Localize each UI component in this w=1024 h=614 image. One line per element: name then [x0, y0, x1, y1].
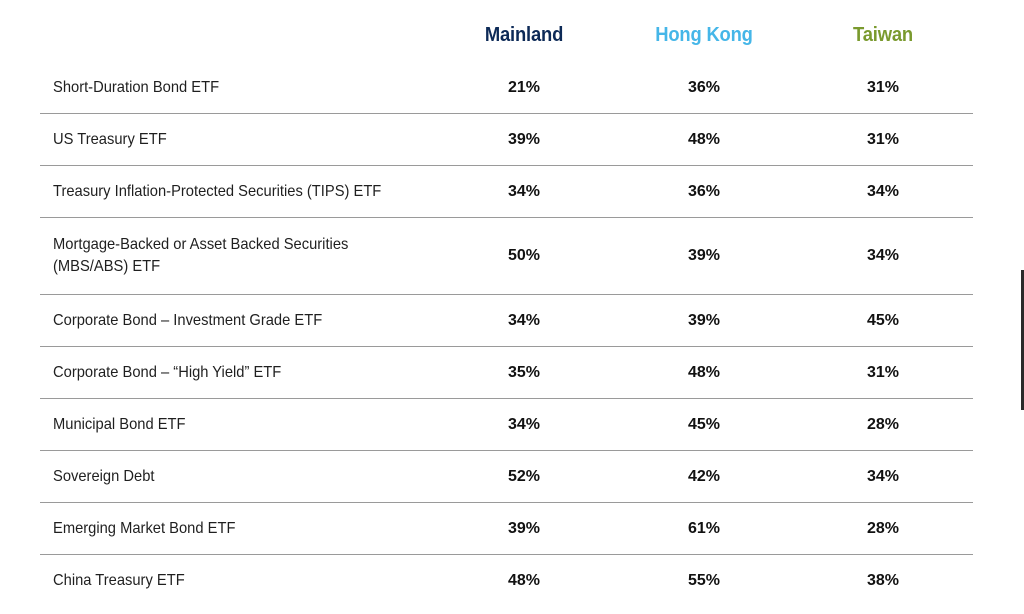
survey-table: Short-Duration Bond ETF 21% 36% 31% US Treas…	[40, 62, 973, 606]
value-cell: 39%	[507, 519, 541, 537]
row-label: Mortgage-Backed or Asset Backed Securiti…	[53, 236, 349, 275]
value-cell: 38%	[866, 571, 900, 589]
value-cell: 34%	[866, 467, 900, 485]
value-cell: 34%	[866, 182, 900, 200]
value-cell: 28%	[866, 519, 900, 537]
value-cell: 61%	[687, 519, 721, 537]
row-label: Corporate Bond – “High Yield” ETF	[53, 363, 282, 381]
value-cell: 45%	[687, 415, 721, 433]
table-row: Short-Duration Bond ETF 21% 36% 31%	[40, 62, 973, 114]
table-row: Sovereign Debt 52% 42% 34%	[40, 451, 973, 503]
column-header-hong-kong: Hong Kong	[655, 24, 753, 46]
row-label: US Treasury ETF	[53, 130, 167, 148]
row-label: Emerging Market Bond ETF	[53, 519, 236, 537]
value-cell: 36%	[687, 182, 721, 200]
value-cell: 34%	[507, 182, 541, 200]
value-cell: 28%	[866, 415, 900, 433]
table-row: Corporate Bond – “High Yield” ETF 35% 48% 3…	[40, 347, 973, 399]
value-cell: 52%	[507, 467, 541, 485]
value-cell: 34%	[507, 415, 541, 433]
value-cell: 48%	[507, 571, 541, 589]
value-cell: 39%	[687, 247, 721, 264]
row-label: Short-Duration Bond ETF	[53, 78, 220, 96]
row-label: Municipal Bond ETF	[53, 415, 186, 433]
value-cell: 36%	[687, 78, 721, 96]
row-label: Sovereign Debt	[53, 467, 155, 485]
value-cell: 31%	[866, 363, 900, 381]
value-cell: 45%	[866, 311, 900, 329]
value-cell: 55%	[687, 571, 721, 589]
column-header-mainland: Mainland	[484, 24, 564, 46]
value-cell: 31%	[866, 130, 900, 148]
value-cell: 35%	[507, 363, 541, 381]
value-cell: 31%	[866, 78, 900, 96]
table-row: China Treasury ETF 48% 55% 38%	[40, 555, 973, 606]
table-row: Municipal Bond ETF 34% 45% 28%	[40, 399, 973, 451]
value-cell: 50%	[507, 247, 541, 264]
value-cell: 34%	[507, 311, 541, 329]
value-cell: 42%	[687, 467, 721, 485]
value-cell: 48%	[687, 363, 721, 381]
table-row: US Treasury ETF 39% 48% 31%	[40, 114, 973, 166]
value-cell: 21%	[507, 78, 541, 96]
column-header-taiwan: Taiwan	[853, 24, 913, 46]
table-row: Mortgage-Backed or Asset Backed Securiti…	[40, 218, 973, 295]
table-row: Treasury Inflation-Protected Securities …	[40, 166, 973, 218]
page-edge-mark	[1021, 270, 1024, 410]
row-label: China Treasury ETF	[53, 571, 185, 589]
value-cell: 39%	[507, 130, 541, 148]
value-cell: 34%	[866, 247, 900, 264]
value-cell: 39%	[687, 311, 721, 329]
table-row: Emerging Market Bond ETF 39% 61% 28%	[40, 503, 973, 555]
row-label: Corporate Bond – Investment Grade ETF	[53, 311, 323, 329]
table-row: Corporate Bond – Investment Grade ETF 34%…	[40, 295, 973, 347]
row-label: Treasury Inflation-Protected Securities …	[53, 182, 382, 200]
value-cell: 48%	[687, 130, 721, 148]
